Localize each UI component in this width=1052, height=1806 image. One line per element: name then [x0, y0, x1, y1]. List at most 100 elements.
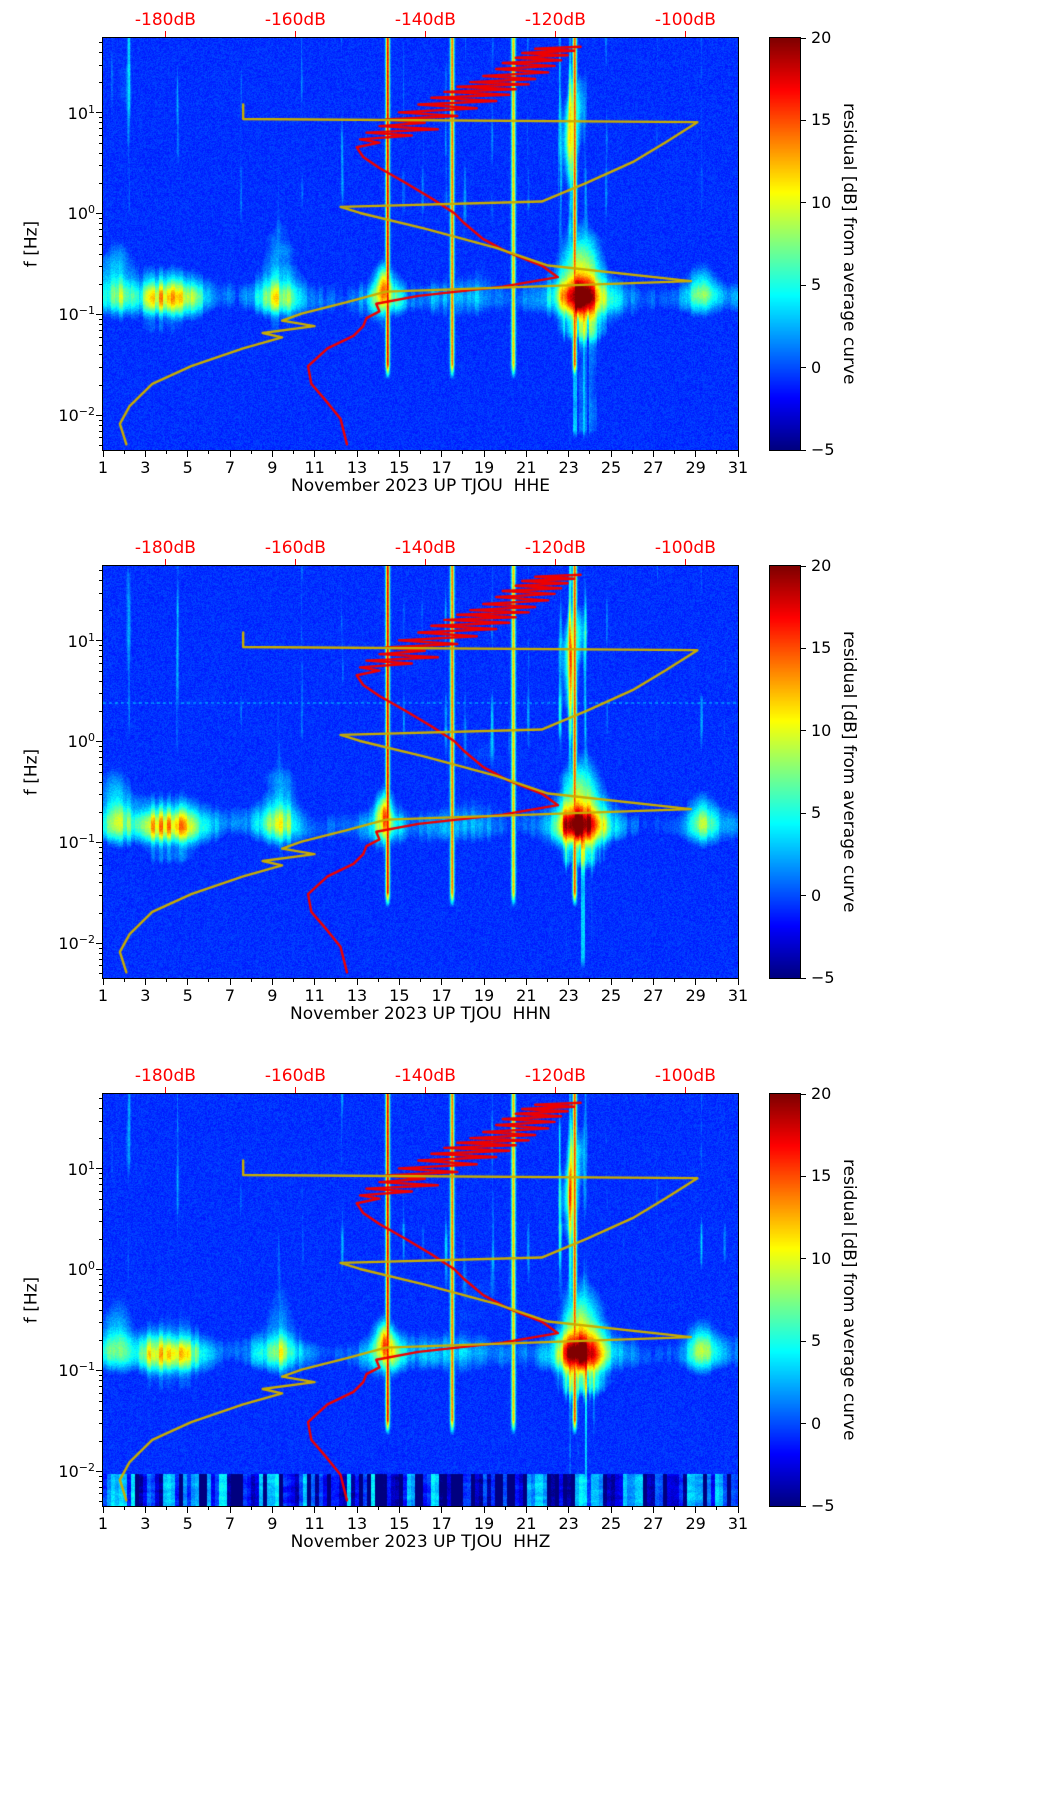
x-tick-label: 27 [643, 986, 664, 1005]
y-tick-label: 101 [68, 631, 95, 649]
y-minor-tick [99, 1379, 103, 1381]
y-minor-tick [99, 570, 103, 572]
y-minor-tick [99, 229, 103, 231]
x-tick [737, 450, 739, 457]
top-axis-tick [424, 559, 427, 566]
y-tick-exponent: 0 [88, 731, 95, 745]
y-minor-tick [99, 746, 103, 748]
x-tick [271, 978, 273, 985]
x-tick [314, 978, 316, 985]
y-minor-tick [99, 763, 103, 765]
colorbar-tick-label: 20 [811, 28, 832, 47]
x-minor-tick [547, 1506, 548, 1510]
y-tick-exponent: −1 [78, 1360, 95, 1374]
x-minor-tick [123, 1506, 125, 1510]
x-tick [398, 450, 400, 457]
y-minor-tick [99, 253, 103, 255]
top-axis-tick [164, 31, 167, 38]
x-tick-label: 23 [558, 986, 579, 1005]
x-tick [229, 1506, 231, 1513]
x-tick [525, 978, 527, 985]
y-minor-tick [99, 857, 103, 859]
colorbar-tick-label: 10 [811, 192, 832, 212]
y-minor-tick [99, 51, 103, 53]
y-tick-base: 10 [67, 204, 88, 224]
y-minor-tick [99, 266, 103, 268]
y-tick-base: 10 [58, 934, 79, 954]
x-minor-tick [674, 978, 675, 982]
x-tick-label: 29 [685, 1514, 706, 1533]
x-tick [356, 1506, 358, 1513]
x-tick [441, 450, 443, 457]
x-tick-label: 27 [643, 1514, 664, 1533]
colorbar-tick-label: −5 [811, 968, 835, 987]
x-tick [144, 450, 146, 457]
x-tick-label: 15 [389, 986, 410, 1005]
y-minor-tick [99, 1221, 103, 1223]
y-tick-base: 10 [67, 631, 88, 651]
x-tick [441, 1506, 443, 1513]
y-minor-tick [99, 1501, 103, 1503]
colorbar-tick [800, 1175, 806, 1177]
colorbar-tick [800, 1340, 806, 1342]
y-tick [96, 1268, 103, 1270]
top-axis-tick [554, 559, 557, 566]
x-tick-label: 3 [140, 986, 151, 1005]
top-axis-db-label: -140dB [394, 538, 456, 558]
y-minor-tick [99, 771, 103, 773]
colorbar-tick-label: 10 [811, 720, 832, 740]
top-axis-db-label: -120dB [524, 1066, 586, 1086]
y-minor-tick [99, 894, 103, 896]
top-axis-db-label: -120dB [524, 538, 586, 558]
y-minor-tick [99, 1322, 103, 1324]
colorbar-tick [800, 284, 806, 286]
x-tick-label: 1 [97, 1514, 109, 1533]
y-minor-tick [99, 183, 103, 185]
y-axis-label: f [Hz] [21, 220, 42, 268]
y-tick-exponent: −1 [78, 832, 95, 846]
x-minor-tick [335, 978, 337, 982]
y-minor-tick [99, 1385, 103, 1387]
x-minor-tick [420, 978, 421, 982]
y-tick-exponent: −1 [78, 304, 95, 318]
x-tick-label: 19 [473, 1514, 495, 1533]
y-tick-label: 100 [68, 732, 95, 750]
colorbar-tick-label: 5 [811, 1331, 822, 1351]
top-axis-tick [554, 31, 557, 38]
x-tick-label: 25 [600, 1514, 622, 1533]
x-tick-label: 21 [516, 1514, 537, 1533]
x-tick-label: 11 [304, 458, 325, 477]
y-minor-tick [99, 366, 103, 368]
y-minor-tick [99, 811, 103, 813]
x-minor-tick [589, 450, 591, 454]
colorbar-tick-label: 0 [811, 1413, 822, 1433]
spectrogram-canvas-hhn [102, 565, 739, 979]
x-minor-tick [166, 978, 167, 982]
x-tick-label: 1 [97, 986, 109, 1005]
colorbar-canvas [769, 1093, 801, 1507]
x-tick-label: 17 [431, 1514, 452, 1533]
y-minor-tick [99, 1410, 103, 1412]
x-tick-label: 25 [600, 458, 622, 477]
x-tick-label: 9 [267, 1514, 278, 1533]
y-minor-tick [99, 82, 103, 84]
colorbar-tick [800, 565, 806, 567]
x-tick-label: 15 [389, 458, 410, 477]
y-minor-tick [99, 283, 103, 285]
y-minor-tick [99, 1374, 103, 1376]
y-minor-tick [99, 794, 103, 796]
y-axis-label: f [Hz] [21, 748, 42, 796]
y-minor-tick [99, 846, 103, 848]
y-minor-tick [99, 354, 103, 356]
top-axis-db-label: -100dB [654, 10, 716, 30]
y-tick [96, 640, 103, 642]
x-minor-tick [589, 1506, 591, 1510]
x-tick [356, 450, 358, 457]
x-tick [483, 450, 485, 457]
colorbar-tick-label: −5 [811, 1496, 835, 1515]
y-tick [96, 414, 103, 416]
y-tick-base: 10 [67, 1159, 88, 1179]
y-minor-tick [99, 122, 103, 124]
y-minor-tick [99, 973, 103, 975]
